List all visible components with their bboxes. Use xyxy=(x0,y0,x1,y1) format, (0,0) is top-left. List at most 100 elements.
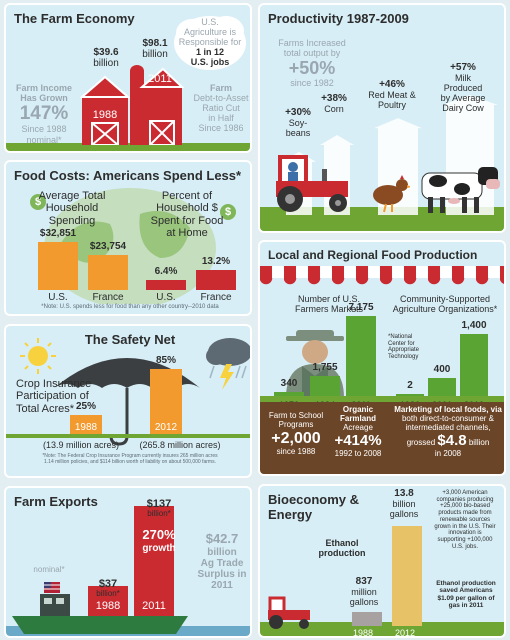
bar-value-label: $32,851 xyxy=(39,228,77,239)
markets-caption: Number of U.S. Farmers Markets xyxy=(274,294,384,314)
corn-label: +38% Corn xyxy=(314,93,354,114)
bio-savings-text: Ethanol production saved Americans $1.09… xyxy=(426,580,504,609)
stat-line: grossed $4.8 billion xyxy=(390,432,504,450)
debt-line: Debt-to-Asset xyxy=(193,93,249,104)
jobs-line: Agriculture is xyxy=(183,27,237,38)
bar xyxy=(460,334,488,396)
bar-value-label: 2 xyxy=(407,380,413,391)
note-line: *Note: The Federal Crop Insurance Progra… xyxy=(42,453,218,459)
note-line: 1.14 million policies, and $114 billion … xyxy=(44,458,216,465)
stat-line: both direct-to-consumer & xyxy=(401,413,495,423)
milk-line: Produced xyxy=(443,83,483,94)
farm-income-text: Farm Income Has Grown 147% Since 1988 no… xyxy=(12,83,76,145)
jobs-line: Responsible for xyxy=(178,37,242,48)
bioeconomy-panel: Bioeconomy & Energy Ethanol production 1… xyxy=(258,484,506,638)
bar xyxy=(134,506,174,616)
bio-year-1988: 1988 xyxy=(352,628,374,638)
organic-stat: Organic Farmland Acreage +414% 1992 to 2… xyxy=(328,405,388,459)
jobs-highlight: 1 in 12 xyxy=(195,47,224,58)
caption-line: Household xyxy=(45,202,99,215)
meat-line: Red Meat & xyxy=(368,90,416,101)
grass-strip xyxy=(6,143,250,151)
grass-strip xyxy=(260,622,504,636)
total-output-text: Farms Increased total output by +50% sin… xyxy=(272,38,352,88)
farm-economy-panel: The Farm Economy U.S. Agriculture is Res… xyxy=(4,3,252,153)
bar xyxy=(146,280,186,290)
silo-barn-icon xyxy=(130,65,184,145)
value-line: $137 xyxy=(146,498,172,510)
text-line: saved Americans xyxy=(439,587,493,595)
bar-value-label: 1,400 xyxy=(461,320,487,331)
milk-line: Milk xyxy=(455,73,471,84)
stat-line: 1992 to 2008 xyxy=(334,448,382,458)
text-line: $1.09 per gallon of xyxy=(437,594,495,602)
productivity-panel: Productivity 1987-2009 Farms Increased t… xyxy=(258,3,506,233)
stat-line: in 2008 xyxy=(434,448,462,458)
caption-line: Agriculture Organizations* xyxy=(392,304,498,315)
stat-word: grossed xyxy=(406,437,436,447)
exports-2011-value: $137 billion* xyxy=(130,498,188,519)
bar-category-label: 1988 xyxy=(74,422,98,433)
text-line: renewable sources xyxy=(439,516,491,523)
debt-line: Ratio Cut xyxy=(202,103,240,114)
milk-pct: +57% xyxy=(450,62,476,73)
debt-line: Farm xyxy=(209,83,232,93)
text-line: gas in 2011 xyxy=(448,601,484,609)
income-line: Farm Income xyxy=(15,83,73,93)
bar xyxy=(38,242,78,290)
caption-line: Average Total xyxy=(38,190,106,202)
awning-stripes xyxy=(260,266,504,278)
safety-net-panel: The Safety Net Crop Insurance Participat… xyxy=(4,324,252,478)
dollar-icon: $ xyxy=(220,204,236,220)
bar xyxy=(346,316,376,396)
note-line: Technology xyxy=(388,354,419,361)
bar xyxy=(310,376,340,396)
meat-pct: +46% xyxy=(379,79,405,90)
bar xyxy=(196,270,236,290)
cloud-icon xyxy=(174,16,246,70)
barn-1988-value: $39.6 billion xyxy=(84,47,128,69)
bio-year-2012: 2012 xyxy=(394,628,416,638)
bar-value-label: 6.4% xyxy=(154,266,178,278)
farm-economy-title: The Farm Economy xyxy=(14,11,135,26)
local-food-title: Local and Regional Food Production xyxy=(268,248,478,262)
caption-line: Participation of xyxy=(16,390,89,403)
debt-line: in Half xyxy=(208,113,234,124)
label-line: production xyxy=(318,548,366,559)
silo-unit: billion xyxy=(142,49,168,61)
unit-line: billion* xyxy=(147,509,171,519)
caption-line: Spending xyxy=(48,214,96,227)
soy-pct: +30% xyxy=(285,107,311,118)
cow-icon xyxy=(421,167,500,213)
bar-category-label: France xyxy=(200,292,232,303)
stat-line: Acreage xyxy=(343,422,373,432)
unit-line: billion xyxy=(392,499,416,510)
caption-line: Community-Supported xyxy=(399,294,491,304)
text-line: +3,000 American xyxy=(442,490,488,496)
exports-1988-value: $37 billion* xyxy=(86,578,130,599)
awning-scallops xyxy=(260,278,504,286)
csa-source-note: *National Center for Appropriate Technol… xyxy=(388,334,438,361)
soy-line: beans xyxy=(285,128,311,139)
ethanol-1988-value: 837 million gallons xyxy=(344,576,384,607)
local-food-panel: Local and Regional Food Production Numbe… xyxy=(258,240,506,476)
barn-value: $39.6 xyxy=(93,47,119,58)
debt-line: Since 1986 xyxy=(198,123,244,134)
stat-value: +2,000 xyxy=(271,429,321,447)
bar xyxy=(70,415,102,434)
text-line: supporting +100,000 xyxy=(437,537,493,544)
surplus-line: 2011 xyxy=(211,580,233,592)
text-line: +25,000 bio-based xyxy=(440,503,490,510)
soy-label: +30% Soy- beans xyxy=(278,107,318,138)
meat-line: Poultry xyxy=(377,100,406,111)
caption-line: at Home xyxy=(166,226,208,239)
tractor-icon xyxy=(276,155,348,212)
bar xyxy=(428,378,456,396)
caption-line: Number of U.S. xyxy=(297,294,361,304)
spending-caption: Average Total Household Spending xyxy=(22,190,122,227)
safety-note: *Note: The Federal Crop Insurance Progra… xyxy=(14,453,246,465)
caption-line: Household $ xyxy=(156,202,218,215)
bar-value-label: 85% xyxy=(155,355,176,367)
surplus-line: Ag Trade xyxy=(200,557,244,569)
productivity-title: Productivity 1987-2009 xyxy=(268,11,409,26)
